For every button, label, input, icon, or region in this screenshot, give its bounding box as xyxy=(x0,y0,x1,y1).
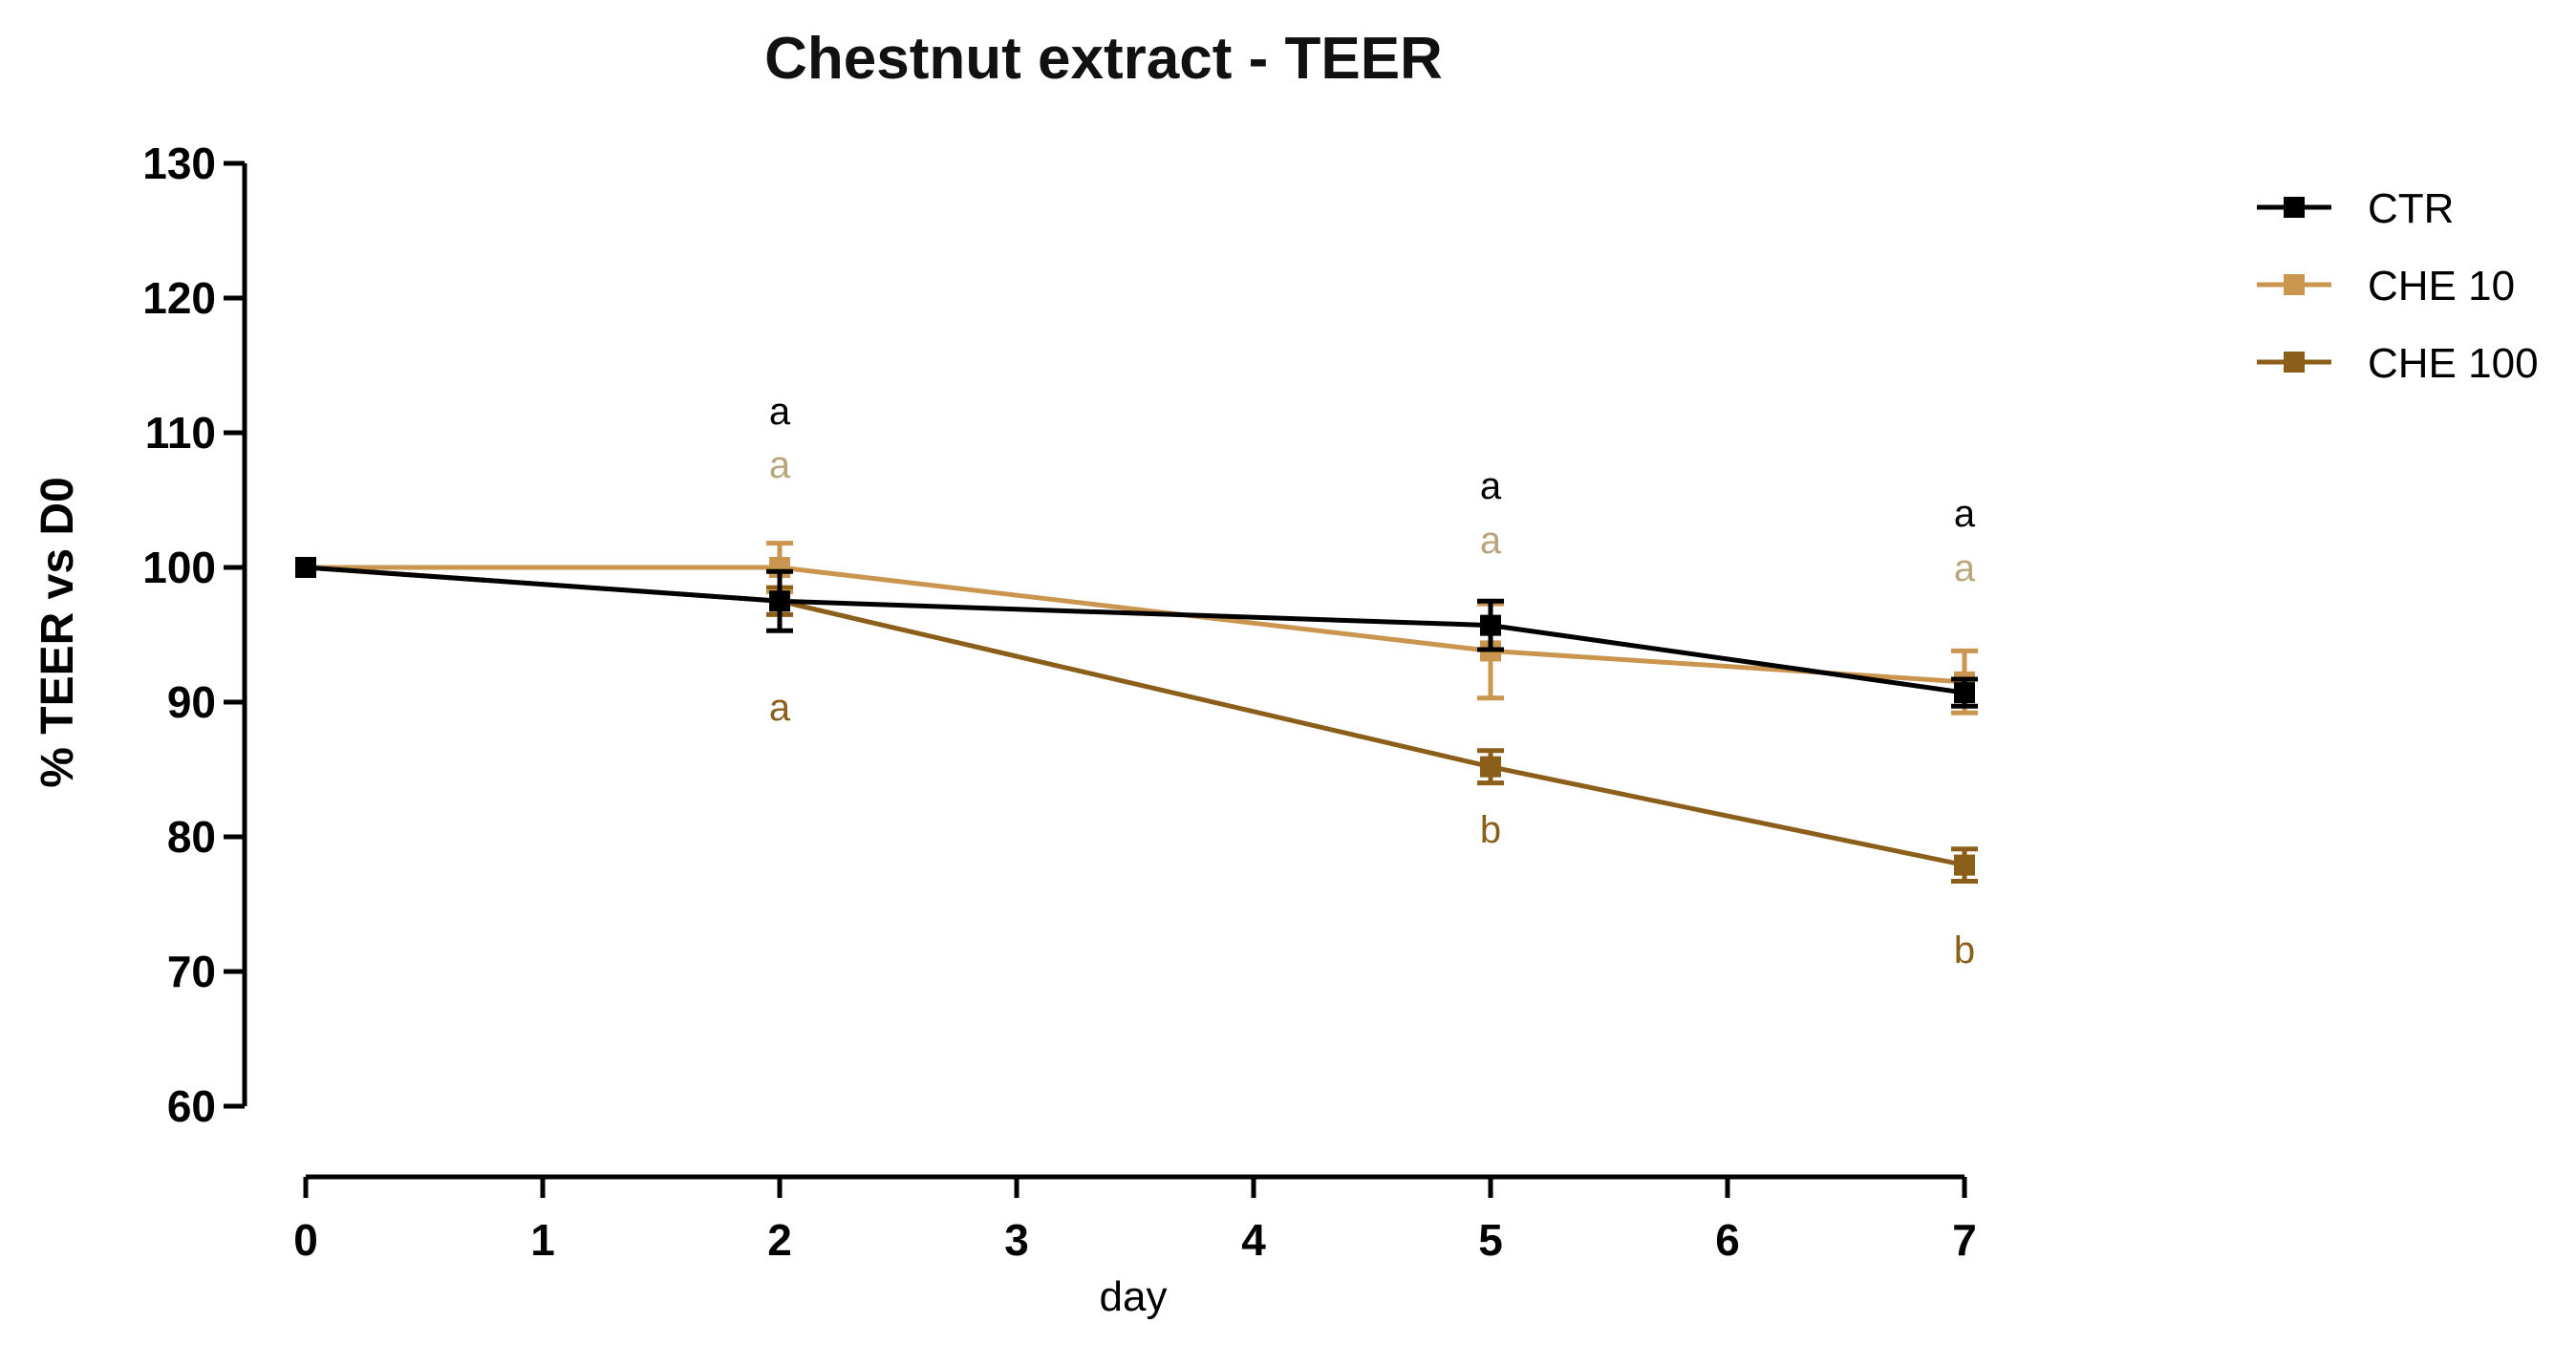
y-tick-label: 120 xyxy=(142,273,216,323)
x-tick-label: 0 xyxy=(293,1215,318,1265)
x-tick-label: 2 xyxy=(767,1215,792,1265)
legend-marker-che-10 xyxy=(2284,274,2305,295)
legend-item-che-100: CHE 100 xyxy=(2257,340,2539,387)
legend-label-ctr: CTR xyxy=(2368,185,2454,232)
y-axis: 60 70 80 90 100 110 120 130 xyxy=(142,139,247,1131)
significance-label-che-10: a xyxy=(769,444,791,486)
y-tick-label: 90 xyxy=(167,677,216,727)
y-tick-label: 80 xyxy=(167,812,216,862)
data-point-ctr xyxy=(1480,614,1501,636)
legend-label-che-10: CHE 10 xyxy=(2368,263,2515,310)
legend-label-che-100: CHE 100 xyxy=(2368,340,2539,387)
legend-item-che-10: CHE 10 xyxy=(2257,263,2515,310)
significance-label-che-10: a xyxy=(1954,547,1976,589)
y-tick-label: 60 xyxy=(167,1081,216,1131)
significance-label-che-100: b xyxy=(1480,809,1501,851)
plot-series xyxy=(295,541,1978,885)
data-point-ctr xyxy=(1954,682,1975,704)
legend-marker-ctr xyxy=(2284,197,2305,218)
y-axis-label: % TEER vs D0 xyxy=(32,477,83,787)
x-tick-label: 4 xyxy=(1241,1215,1266,1265)
x-tick-label: 6 xyxy=(1715,1215,1740,1265)
significance-label-ctr: a xyxy=(1480,465,1502,507)
legend-item-ctr: CTR xyxy=(2257,185,2454,232)
y-tick-label: 110 xyxy=(145,408,216,458)
data-point-che-100 xyxy=(1954,854,1975,876)
series-lines xyxy=(305,565,1965,868)
significance-label-ctr: a xyxy=(1954,493,1976,535)
series-line-che-10 xyxy=(306,565,1965,685)
data-point-ctr xyxy=(295,557,316,578)
x-tick-label: 7 xyxy=(1952,1215,1977,1265)
x-tick-label: 5 xyxy=(1478,1215,1503,1265)
y-tick-label: 100 xyxy=(142,543,216,592)
y-tick-label: 130 xyxy=(142,139,216,188)
chart-title: Chestnut extract - TEER xyxy=(764,26,1443,92)
series-line-ctr xyxy=(305,565,1965,695)
significance-label-ctr: a xyxy=(769,391,791,433)
y-tick-label: 70 xyxy=(167,947,216,996)
legend: CTR CHE 10 CHE 100 xyxy=(2257,185,2539,387)
legend-marker-che-100 xyxy=(2284,352,2305,373)
x-axis-label: day xyxy=(1100,1273,1168,1320)
x-tick-label: 1 xyxy=(530,1215,555,1265)
significance-label-che-100: a xyxy=(769,687,791,729)
x-tick-label: 3 xyxy=(1004,1215,1029,1265)
data-point-ctr xyxy=(769,590,790,612)
series-markers xyxy=(295,541,1978,885)
x-axis: 0 1 2 3 4 5 6 7 xyxy=(293,1174,1977,1265)
significance-label-che-100: b xyxy=(1954,929,1975,971)
significance-label-che-10: a xyxy=(1480,520,1502,562)
data-point-che-100 xyxy=(1480,756,1501,778)
